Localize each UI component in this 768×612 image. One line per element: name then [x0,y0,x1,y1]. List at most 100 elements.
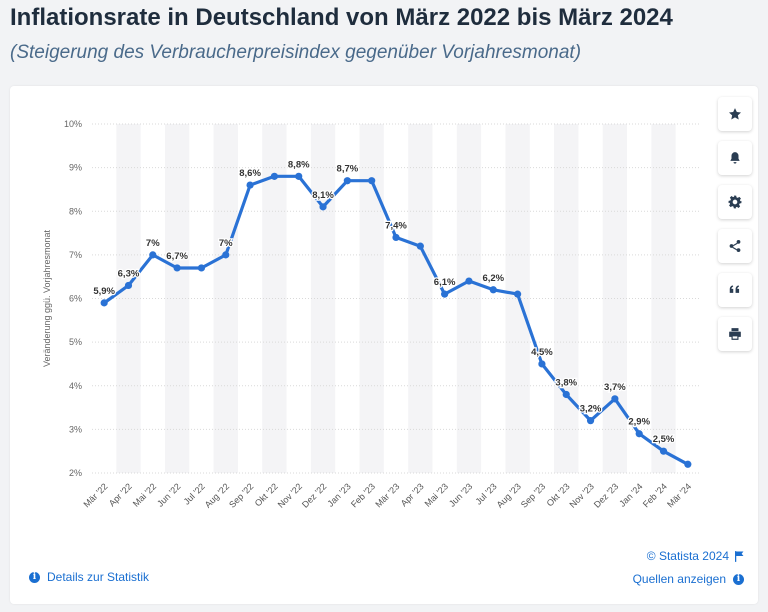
data-point [465,277,473,285]
x-tick-label: Nov '22 [276,481,304,509]
x-tick-label: Nov '23 [568,481,596,509]
x-tick-label: Dez '22 [300,481,328,509]
data-label: 3,2% [580,404,602,415]
column-band [651,124,676,473]
data-label: 5,9% [93,286,115,297]
page-subtitle: (Steigerung des Verbraucherpreisindex ge… [10,42,582,63]
column-band [456,124,482,473]
data-label: 4,5% [531,347,553,358]
data-point [222,251,230,259]
x-tick-label: Okt '22 [253,481,280,508]
data-point [684,460,692,468]
bell-icon [730,152,740,164]
printer-icon [729,328,741,340]
info-icon: i [29,571,40,583]
y-tick-label: 6% [69,294,82,304]
data-label: 6,2% [482,273,504,284]
x-tick-label: Mär '23 [373,481,401,509]
x-tick-label: Feb '24 [641,481,669,509]
data-label: 3,7% [604,382,626,393]
data-label: 7,4% [385,220,407,231]
data-point [635,430,643,438]
data-point [416,242,424,250]
data-point [124,281,133,290]
data-label: 8,8% [288,159,310,170]
data-point [659,447,668,455]
line-chart: 2% 3% 4% 5% 6% 7% 8% 9% 10% Veränderung ggü. Vorj… [42,119,700,510]
x-tick-label: Mär '22 [81,481,109,509]
data-point [100,299,108,307]
copyright-text: © Statista 2024 [646,549,729,563]
data-point [562,390,570,399]
cite-button[interactable] [718,273,752,307]
sources-label: Quellen anzeigen [632,572,726,586]
data-point [343,177,351,185]
data-point [514,290,522,298]
data-point [173,264,181,272]
star-icon [728,108,742,120]
data-point [149,251,157,259]
y-tick-label: 5% [69,337,82,347]
data-label: 6,3% [118,268,140,279]
y-tick-label: 4% [69,381,82,391]
data-point [246,181,254,189]
y-tick-label: 8% [69,206,82,216]
data-point [441,290,449,298]
data-label: 6,7% [166,251,188,262]
x-tick-label: Dez '23 [592,481,620,509]
data-label: 2,9% [628,417,650,428]
x-tick-label: Mai '23 [423,481,450,508]
chart-toolbar [718,97,752,361]
chart-card: 2% 3% 4% 5% 6% 7% 8% 9% 10% Veränderung ggü. Vorj… [10,86,758,604]
notification-button[interactable] [718,141,752,175]
details-link[interactable]: i Details zur Statistik [29,570,149,584]
data-point [586,417,595,425]
column-band [213,124,238,473]
x-tick-label: Sep '22 [227,481,255,509]
flag-icon[interactable] [735,550,744,562]
y-tick-label: 9% [69,163,82,173]
x-tick-label: Aug '22 [203,481,231,509]
x-tick-label: Feb '23 [349,481,377,509]
copyright-notice: © Statista 2024 [647,549,744,563]
y-tick-label: 2% [69,468,82,478]
details-label: Details zur Statistik [47,570,150,584]
y-tick-label: 10% [64,119,82,129]
x-tick-label: Apr '23 [399,481,426,508]
data-label: 6,1% [434,277,456,288]
info-icon: i [733,573,744,585]
x-tick-label: Jan '24 [617,481,644,508]
data-point [392,233,400,242]
data-label: 8,1% [312,190,334,201]
settings-button[interactable] [718,185,752,219]
share-icon [729,240,741,252]
star-button[interactable] [718,97,752,131]
data-point [295,172,303,180]
data-label: 8,6% [239,168,261,179]
y-axis-label: Veränderung ggü. Vorjahresmonat [42,229,52,367]
quote-icon [729,285,740,293]
x-tick-label: Okt '23 [545,481,572,508]
data-label: 7% [146,238,160,249]
share-button[interactable] [718,229,752,263]
y-tick-label: 3% [69,424,82,434]
x-tick-label: Sep '23 [519,481,547,509]
data-point [270,172,278,180]
x-tick-label: Jun '23 [447,481,474,508]
x-tick-label: Mär '24 [665,481,693,509]
data-label: 8,7% [337,164,359,175]
data-label: 3,8% [555,377,577,388]
x-tick-label: Jun '22 [155,481,182,508]
data-point [197,264,206,272]
print-button[interactable] [718,317,752,351]
data-label: 2,5% [653,434,675,445]
data-point [538,360,546,368]
x-tick-label: Aug '23 [495,481,523,509]
data-point [611,395,619,403]
sources-link[interactable]: Quellen anzeigen i [633,572,744,586]
data-point [319,203,327,211]
data-label: 7% [219,238,233,249]
data-point [368,177,376,185]
x-tick-label: Mai '22 [131,481,158,508]
gear-icon [728,195,742,209]
